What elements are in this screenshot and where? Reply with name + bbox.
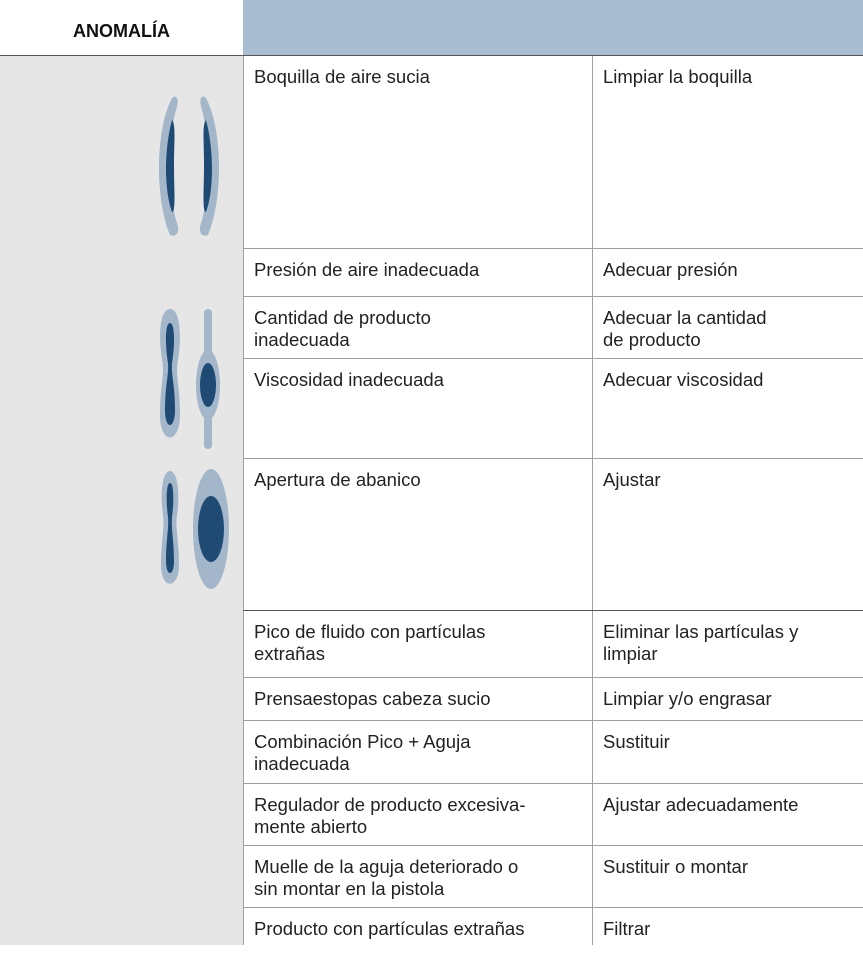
cause: Regulador de producto excesiva- mente ab… [254,794,526,837]
cause: Boquilla de aire sucia [254,66,430,87]
icon-crescents [158,96,220,236]
anomaly-bg [0,610,243,945]
cause: Producto con partículas extrañas [254,918,525,939]
correction: Adecuar la cantidad de producto [603,307,767,350]
row-rule [243,720,863,721]
col-rule [592,55,593,945]
group-rule [0,610,863,611]
cause: Pico de fluido con partículas extrañas [254,621,486,664]
cause: Cantidad de producto inadecuada [254,307,431,350]
group-rule [0,458,863,459]
correction: Adecuar viscosidad [603,369,764,390]
icon-narrow [160,309,220,449]
header-bg [243,0,863,55]
correction: Filtrar [603,918,651,939]
row-rule [243,677,863,678]
correction: Adecuar presión [603,259,738,280]
row-rule [243,783,863,784]
correction: Sustituir [603,731,670,752]
cause: Combinación Pico + Aguja inadecuada [254,731,471,774]
group-rule [0,296,863,297]
correction: Eliminar las partículas y limpiar [603,621,799,664]
correction: Limpiar y/o engrasar [603,688,772,709]
row-rule [243,845,863,846]
cause: Prensaestopas cabeza sucio [254,688,491,709]
row-rule [243,907,863,908]
cause: Viscosidad inadecuada [254,369,444,390]
correction: Ajustar adecuadamente [603,794,799,815]
correction: Limpiar la boquilla [603,66,753,87]
header-cell: ANOMALÍA [73,21,170,41]
anomaly-bg [0,248,243,296]
row-rule [243,358,863,359]
group-rule [0,248,863,249]
header-rule [0,55,863,56]
cause: Apertura de abanico [254,469,421,490]
correction: Ajustar [603,469,661,490]
anomaly-bg [0,55,243,248]
correction: Sustituir o montar [603,856,748,877]
cause: Presión de aire inadecuada [254,259,480,280]
cause: Muelle de la aguja deteriorado o sin mon… [254,856,519,899]
icon-wide [161,469,229,589]
col-rule [243,55,244,945]
